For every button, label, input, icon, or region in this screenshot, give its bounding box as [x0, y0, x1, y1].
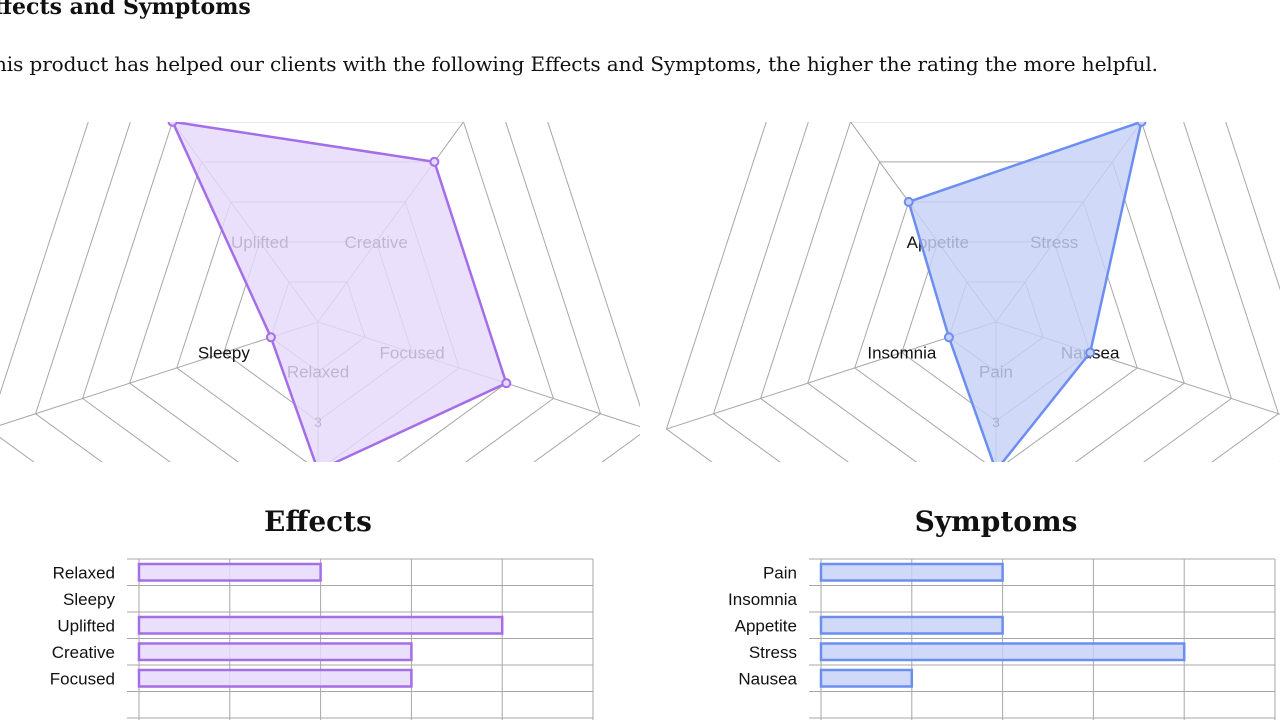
radar-label-insomnia: Insomnia — [867, 344, 937, 363]
bar-uplifted — [137, 615, 504, 635]
bar-label-creative: Creative — [52, 643, 115, 662]
bar-label-uplifted: Uplifted — [57, 616, 115, 635]
radar-point-stress — [1136, 122, 1147, 127]
bar-label-nausea: Nausea — [738, 669, 797, 688]
bar-nausea — [819, 668, 914, 688]
radar-point-nausea — [1085, 347, 1096, 358]
bar-label-appetite: Appetite — [735, 616, 797, 635]
bar-label-stress: Stress — [749, 643, 797, 662]
radar-point-uplifted — [167, 122, 178, 127]
bar-chart-title: Symptoms — [915, 505, 1078, 538]
radar-grid-ring — [34, 122, 602, 462]
radar-plot: PainInsomniaAppetiteStressNausea3 — [665, 122, 1280, 462]
radar-series-area — [907, 122, 1143, 462]
intro-text: his product has helped our clients with … — [0, 52, 1158, 76]
bar-relaxed — [137, 562, 322, 582]
radar-point-sleepy — [265, 332, 276, 343]
bar-creative — [137, 642, 413, 662]
bar-chart-title: Effects — [264, 505, 372, 538]
bar-label-relaxed: Relaxed — [53, 563, 115, 582]
bar-pain — [819, 562, 1004, 582]
radar-spoke — [666, 321, 997, 430]
radar-spoke — [0, 321, 319, 426]
radar-point-insomnia — [943, 332, 954, 343]
radar-label-sleepy: Sleepy — [198, 344, 250, 363]
bar-focused — [137, 668, 413, 688]
radar-grid-ring — [712, 122, 1280, 462]
bar-appetite — [819, 615, 1004, 635]
radar-grid-ring — [760, 122, 1232, 462]
radar-point-appetite — [903, 196, 914, 207]
bar-label-insomnia: Insomnia — [728, 590, 798, 609]
bar-label-pain: Pain — [763, 563, 797, 582]
bar-stress — [819, 642, 1186, 662]
radar-point-creative — [429, 156, 440, 167]
bar-label-focused: Focused — [50, 669, 115, 688]
effects-radar-chart: RelaxedSleepyUpliftedCreativeFocused3 — [0, 122, 640, 462]
radar-point-focused — [501, 378, 512, 389]
radar-grid-ring — [82, 122, 554, 462]
effects-bar-chart: Effects Relaxed Sleepy Uplifted Creative Focu… — [50, 505, 594, 720]
radar-series-area — [171, 122, 508, 462]
section-heading: ffects and Symptoms — [0, 0, 251, 20]
radar-grid-ring — [807, 161, 1185, 462]
radar-plot: RelaxedSleepyUpliftedCreativeFocused3 — [0, 122, 640, 462]
bar-label-sleepy: Sleepy — [63, 590, 115, 609]
